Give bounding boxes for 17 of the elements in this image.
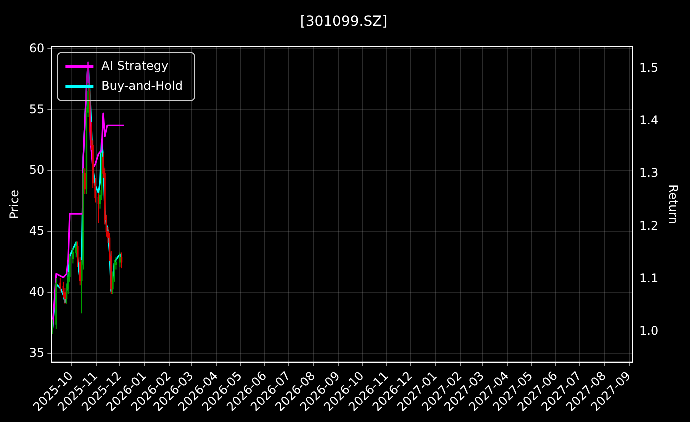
y-tick-label: 50 <box>29 163 45 178</box>
y-tick-label: 40 <box>29 285 45 300</box>
y2-axis-title: Return <box>666 184 681 224</box>
y-tick-label: 35 <box>29 346 45 360</box>
y-axis-title: Price <box>7 190 22 220</box>
legend-label: Buy-and-Hold <box>102 78 183 93</box>
y-tick-label: 60 <box>29 41 45 56</box>
y2-tick-label: 1.4 <box>640 114 659 128</box>
y2-tick-label: 1.1 <box>640 271 659 286</box>
y-tick-label: 55 <box>29 102 45 116</box>
legend-label: AI Strategy <box>102 58 169 73</box>
y-tick-label: 45 <box>29 224 45 238</box>
y2-tick-label: 1.2 <box>640 218 659 233</box>
y2-tick-label: 1.3 <box>640 166 659 180</box>
chart-title: [301099.SZ] <box>300 14 388 30</box>
y2-tick-label: 1.0 <box>640 324 659 338</box>
y2-tick-label: 1.5 <box>640 61 659 76</box>
